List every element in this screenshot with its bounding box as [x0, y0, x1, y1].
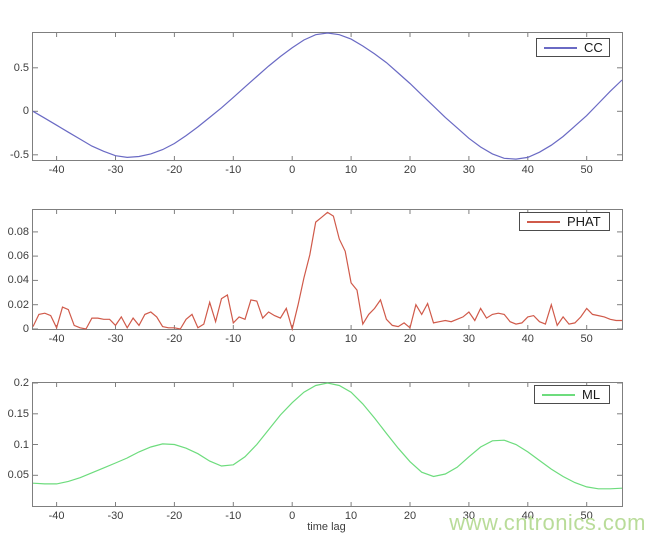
x-tick-label: -30: [107, 510, 124, 522]
y-tick-label: 0.04: [7, 274, 29, 287]
x-tick-label: 40: [521, 164, 534, 176]
y-tick-label: 0: [22, 105, 29, 118]
ml-legend-label: ML: [582, 387, 601, 402]
cc-legend-line-sample: [544, 46, 577, 49]
x-axis-label: time lag: [307, 521, 346, 533]
y-tick-label: 0: [22, 323, 29, 335]
x-tick-label: -10: [225, 333, 242, 345]
x-tick-label: 20: [403, 510, 417, 522]
y-tick-label: 0.1: [13, 438, 29, 451]
phat-legend-line-sample: [527, 220, 560, 223]
phat-legend-label: PHAT: [567, 214, 601, 229]
x-tick-label: -40: [48, 164, 65, 176]
x-tick-label: 0: [289, 333, 296, 345]
x-tick-label: -40: [48, 333, 65, 345]
x-tick-label: 30: [462, 164, 475, 176]
ml-subplot: -40 -30 -20 -10 0 10 20 30 40 50 0.2 0.15 0.1 0.05: [8, 377, 623, 522]
x-tick-label: 40: [521, 333, 534, 345]
ml-legend: ML: [534, 385, 610, 404]
x-tick-label: 40: [521, 510, 534, 522]
x-tick-label: 20: [403, 164, 417, 176]
y-tick-label: 0.5: [13, 61, 29, 74]
ml-curve-svg: [32, 382, 623, 506]
x-tick-label: 20: [403, 333, 417, 345]
y-tick-label: 0.08: [7, 225, 29, 238]
x-tick-label: 10: [344, 333, 358, 345]
x-tick-label: 10: [344, 510, 358, 522]
x-tick-label: -20: [166, 510, 183, 522]
ml-legend-line-sample: [542, 393, 575, 396]
x-tick-label: -10: [225, 510, 242, 522]
y-tick-label: 0.02: [7, 298, 29, 311]
phat-legend: PHAT: [519, 212, 610, 231]
x-tick-label: 0: [289, 510, 296, 522]
x-tick-label: -30: [107, 333, 124, 345]
x-tick-label: 0: [289, 164, 296, 176]
x-tick-label: -30: [107, 164, 124, 176]
cc-subplot: -40 -30 -20 -10 0 10 20 30 40 50 0.5 0 -0.5: [10, 32, 623, 176]
y-tick-label: 0.15: [7, 407, 29, 420]
x-tick-label: -10: [225, 164, 242, 176]
y-tick-label: -0.5: [10, 148, 29, 161]
y-tick-label: 0.05: [7, 469, 29, 482]
x-tick-label: 50: [580, 333, 593, 345]
cc-legend-label: CC: [584, 40, 603, 55]
y-tick-label: 0.06: [7, 250, 29, 263]
x-tick-label: -20: [166, 333, 183, 345]
x-tick-label: 10: [344, 164, 358, 176]
x-tick-label: 50: [580, 510, 593, 522]
x-tick-label: 50: [580, 164, 593, 176]
x-tick-label: -40: [48, 510, 65, 522]
y-tick-label: 0.2: [13, 377, 29, 389]
x-tick-label: 30: [462, 510, 475, 522]
x-tick-label: 30: [462, 333, 475, 345]
cc-curve-svg: [32, 32, 623, 160]
watermark-text: www.cntronics.com: [449, 510, 646, 535]
cc-legend: CC: [536, 38, 610, 57]
x-tick-label: -20: [166, 164, 183, 176]
